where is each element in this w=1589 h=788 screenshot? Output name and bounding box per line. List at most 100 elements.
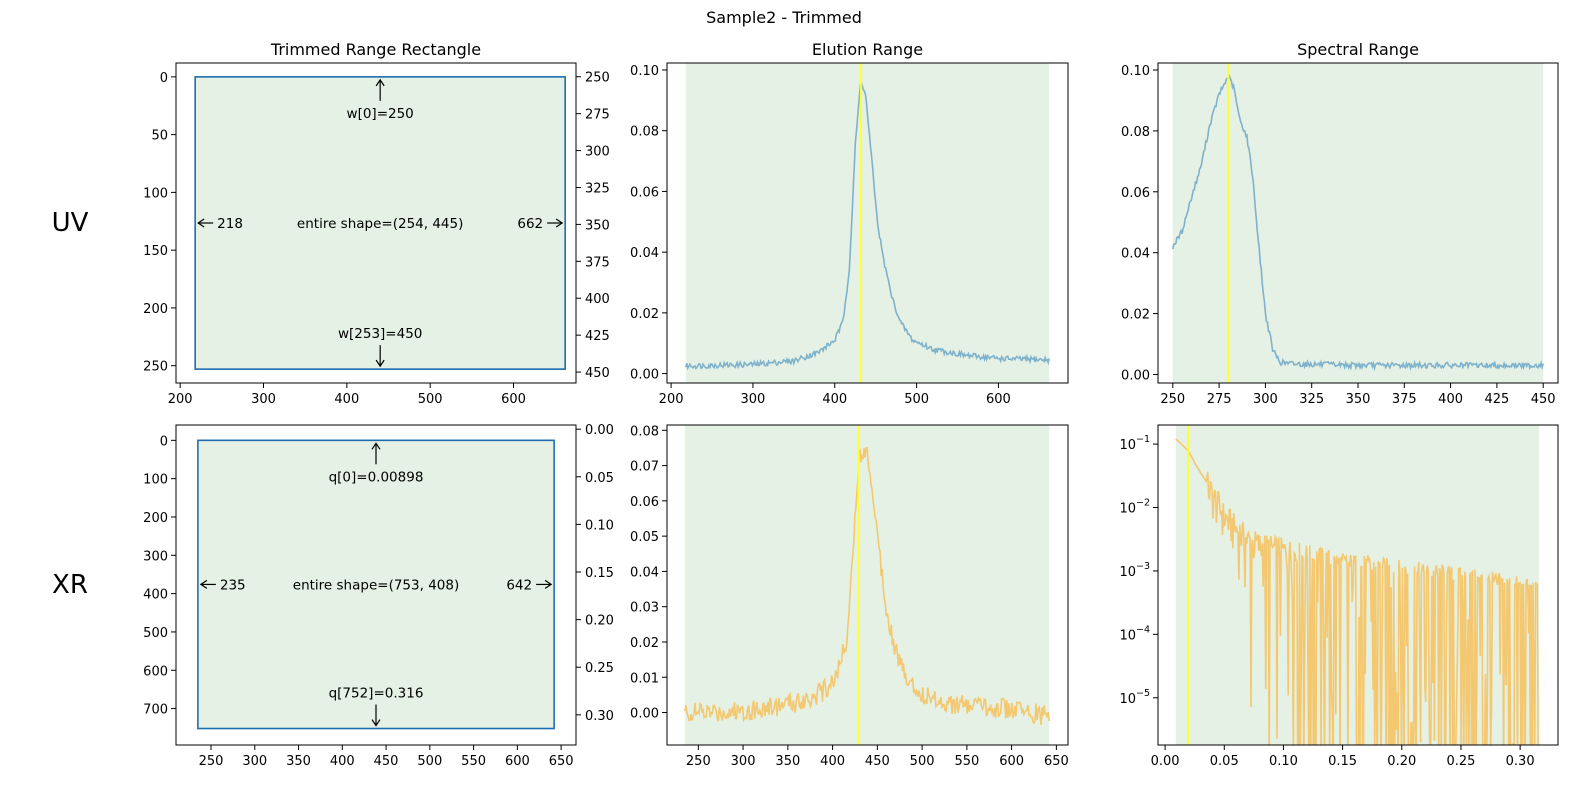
- y-tick-label: 0: [160, 71, 168, 86]
- trimmed-range-rect: [197, 439, 555, 730]
- x-tick-label: 600: [999, 754, 1024, 769]
- tick-base: 10: [1119, 438, 1136, 453]
- y-tick-label: 600: [143, 664, 168, 679]
- panel-title: Spectral Range: [1297, 40, 1419, 59]
- x-tick-label: 400: [820, 754, 845, 769]
- twin-tick-label: 0.05: [585, 471, 614, 486]
- x-tick-label: 325: [1299, 392, 1324, 407]
- arrow-left-head: [197, 218, 205, 228]
- x-tick-label: 0.00: [1151, 754, 1180, 769]
- label-left: 218: [217, 216, 243, 232]
- y-tick-label: 500: [143, 626, 168, 641]
- panel-uv-spectral: Spectral Range 250 275 300 325 350 375 400 425 45…: [1121, 40, 1559, 407]
- panel-title: Elution Range: [812, 40, 923, 59]
- panel-xr-rect: q[0]=0.00898 q[752]=0.316 235 642 entire sha…: [143, 423, 614, 769]
- tick-exponent: −2: [1136, 498, 1150, 509]
- x-tick-label: 500: [417, 754, 442, 769]
- twin-tick-label: 0.15: [585, 566, 614, 581]
- range-span: [1172, 63, 1544, 383]
- y-tick-label: 0.06: [1121, 186, 1150, 201]
- y-tick-label: 100: [143, 473, 168, 488]
- y-tick-label: 0.06: [630, 185, 659, 200]
- series-line: [685, 80, 1050, 371]
- y-tick-label: 10−3: [1119, 561, 1150, 580]
- x-tick-label: 450: [1531, 392, 1556, 407]
- twin-tick-label: 275: [585, 108, 610, 123]
- panel-uv-rect: Trimmed Range Rectangle w[0]=250 w[253]=45…: [143, 40, 610, 407]
- row-label-uv: UV: [52, 208, 89, 238]
- x-tick-label: 650: [1044, 754, 1069, 769]
- tick-base: 10: [1119, 502, 1136, 517]
- label-bottom: w[253]=450: [338, 326, 422, 342]
- x-tick-label: 275: [1207, 392, 1232, 407]
- x-tick-label: 300: [251, 392, 276, 407]
- twin-tick-label: 375: [585, 255, 610, 270]
- y-tick-label: 300: [143, 549, 168, 564]
- axes-frame: [175, 62, 577, 384]
- tick-base: 10: [1119, 565, 1136, 580]
- twin-tick-label: 0.00: [585, 423, 614, 438]
- x-tick-label: 0.10: [1269, 754, 1298, 769]
- x-tick-label: 0.15: [1328, 754, 1357, 769]
- y-tick-label: 0.01: [630, 671, 659, 686]
- tick-exponent: −5: [1136, 688, 1150, 699]
- axes-frame: [666, 424, 1069, 746]
- arrow-right-head: [555, 218, 564, 228]
- y-tick-label: 0.03: [630, 601, 659, 616]
- arrow-bottom-head: [371, 719, 381, 727]
- range-span: [1175, 425, 1540, 745]
- y-tick-label: 10−2: [1119, 498, 1150, 517]
- twin-tick-label: 450: [585, 366, 610, 381]
- x-tick-label: 300: [1253, 392, 1278, 407]
- x-tick-label: 600: [505, 754, 530, 769]
- x-tick-label: 375: [1392, 392, 1417, 407]
- label-bottom: q[752]=0.316: [329, 686, 424, 702]
- y-tick-label: 50: [151, 129, 168, 144]
- y-tick-label: 0.06: [630, 495, 659, 510]
- twin-tick-label: 250: [585, 71, 610, 86]
- y-tick-label: 0.00: [630, 368, 659, 383]
- y-tick-label: 0.02: [1121, 308, 1150, 323]
- panel-uv-elution: Elution Range 200 300 400 500 600 0.00 0.02 0.04…: [630, 40, 1069, 407]
- y-tick-label: 0.08: [1121, 125, 1150, 140]
- y-tick-label: 700: [143, 703, 168, 718]
- x-tick-label: 200: [168, 392, 193, 407]
- label-center: entire shape=(753, 408): [293, 577, 459, 593]
- x-tick-label: 250: [199, 754, 224, 769]
- x-tick-label: 250: [686, 754, 711, 769]
- y-tick-label: 10−5: [1119, 688, 1150, 707]
- y-tick-label: 400: [143, 588, 168, 603]
- tick-exponent: −3: [1136, 561, 1150, 572]
- x-tick-label: 500: [904, 392, 929, 407]
- twin-tick-label: 325: [585, 181, 610, 196]
- x-tick-label: 400: [822, 392, 847, 407]
- label-right: 642: [506, 577, 532, 593]
- label-right: 662: [517, 216, 543, 232]
- twin-tick-label: 425: [585, 329, 610, 344]
- y-tick-label: 0.04: [630, 565, 659, 580]
- x-tick-label: 500: [418, 392, 443, 407]
- tick-base: 10: [1119, 692, 1136, 707]
- axes-frame: [666, 62, 1069, 384]
- x-tick-label: 0.20: [1387, 754, 1416, 769]
- x-tick-label: 250: [1160, 392, 1185, 407]
- twin-tick-label: 400: [585, 292, 610, 307]
- x-tick-label: 650: [549, 754, 574, 769]
- arrow-right-head: [544, 579, 553, 589]
- y-tick-label: 0.02: [630, 307, 659, 322]
- x-tick-label: 600: [986, 392, 1011, 407]
- tick-exponent: −1: [1136, 434, 1150, 445]
- tick-base: 10: [1119, 628, 1136, 643]
- y-tick-label: 0: [160, 434, 168, 449]
- arrow-top-head: [371, 442, 381, 450]
- x-tick-label: 0.25: [1446, 754, 1475, 769]
- x-tick-label: 550: [954, 754, 979, 769]
- panel-xr-elution: 250 300 350 400 450 500 550 600 650 0.00 0.01 0.02 0…: [630, 424, 1069, 769]
- twin-tick-label: 300: [585, 145, 610, 160]
- x-tick-label: 350: [286, 754, 311, 769]
- y-tick-label: 200: [143, 302, 168, 317]
- row-label-xr: XR: [52, 570, 88, 600]
- arrow-top-head: [375, 78, 385, 87]
- x-tick-label: 550: [461, 754, 486, 769]
- x-tick-label: 300: [731, 754, 756, 769]
